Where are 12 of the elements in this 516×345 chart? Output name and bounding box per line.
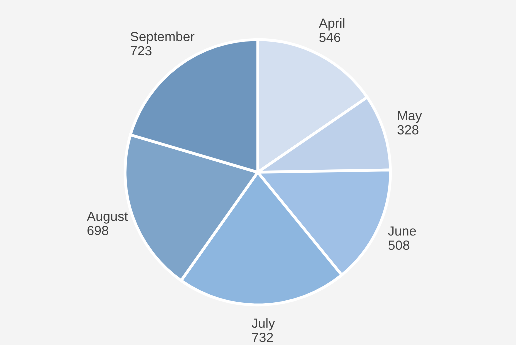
data-label: 723 <box>130 46 152 56</box>
data-label: 698 <box>88 226 108 236</box>
data-label: 328 <box>398 125 419 135</box>
slice-label: August <box>87 212 128 224</box>
slice-label: April <box>319 18 345 31</box>
data-label: 508 <box>388 240 410 250</box>
slice-label: July <box>252 318 276 331</box>
slice-label: June <box>388 226 416 236</box>
slice-label: May <box>398 111 422 124</box>
data-label: 546 <box>320 32 341 42</box>
slice-label: September <box>130 32 195 44</box>
data-label: 732 <box>252 332 274 342</box>
